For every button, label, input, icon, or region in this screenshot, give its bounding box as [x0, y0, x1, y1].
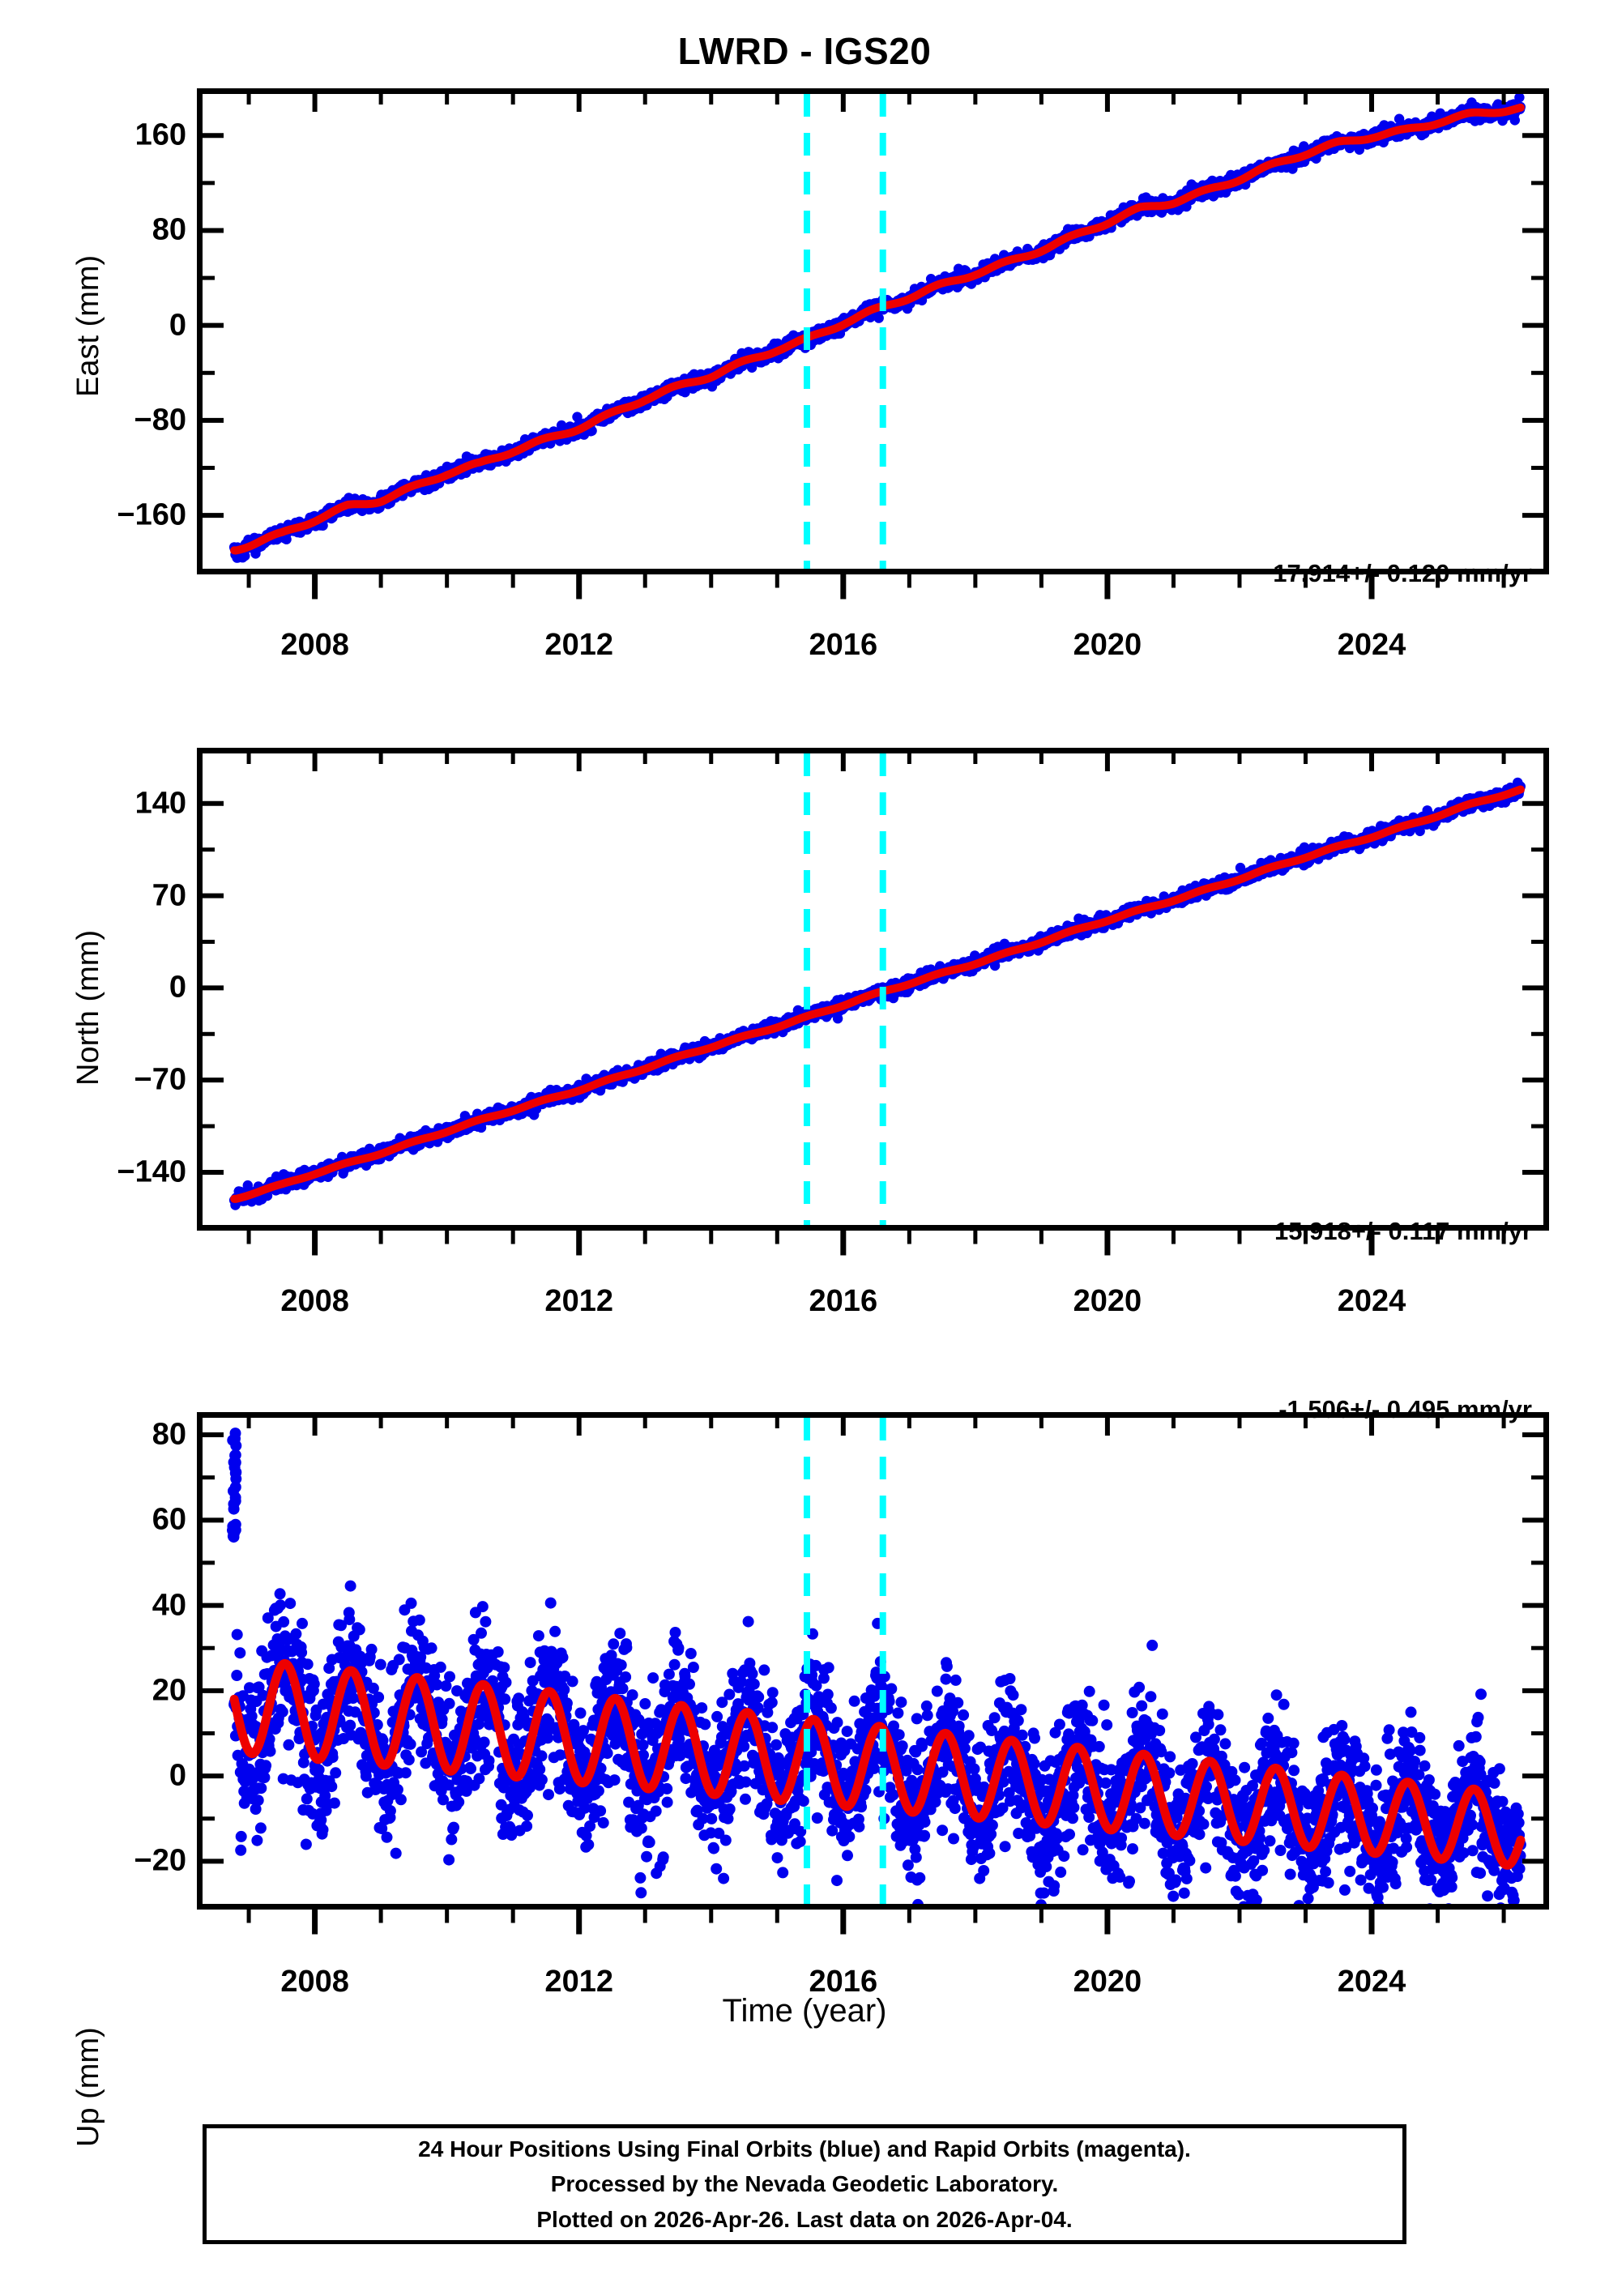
ytick-label-east-0: 160 — [134, 117, 186, 152]
ytick-label-east-2: 0 — [169, 308, 186, 343]
ytick-label-up-4: 0 — [169, 1758, 186, 1793]
caption-line-1: 24 Hour Positions Using Final Orbits (bl… — [418, 2136, 1191, 2162]
ytick-label-east-4: −160 — [117, 497, 186, 532]
xtick-label-up-3: 2020 — [1073, 1965, 1142, 1999]
ytick-label-north-0: 140 — [134, 786, 186, 821]
axis-label-up: Up (mm) — [71, 2027, 105, 2147]
xtick-label-up-1: 2012 — [544, 1965, 613, 1999]
caption-line-3: Plotted on 2026-Apr-26. Last data on 202… — [536, 2206, 1073, 2232]
ytick-label-up-5: −20 — [134, 1843, 186, 1878]
xtick-label-up-2: 2016 — [809, 1965, 878, 1999]
axis-label-time: Time (year) — [722, 1993, 887, 2029]
ytick-label-north-1: 70 — [152, 878, 186, 913]
ytick-label-north-4: −140 — [117, 1154, 186, 1189]
xtick-label-north-1: 2012 — [544, 1284, 613, 1318]
rate-annotation-north: 15.918+/- 0.117 mm/yr — [1274, 1217, 1532, 1245]
xtick-label-east-1: 2012 — [544, 628, 613, 662]
panel-north-plot — [197, 748, 1549, 1256]
rate-annotation-east: 17.914+/- 0.120 mm/yr — [1273, 559, 1532, 587]
ytick-label-north-3: −70 — [134, 1062, 186, 1097]
ytick-label-east-3: −80 — [134, 403, 186, 437]
panel-east-plot — [197, 88, 1549, 600]
panel-east: East (mm) 17.914+/- 0.120 mm/yr 160 80 0 −8… — [0, 0, 1609, 681]
xtick-label-north-4: 2024 — [1337, 1284, 1406, 1318]
xtick-label-north-3: 2020 — [1073, 1284, 1142, 1318]
xtick-label-east-2: 2016 — [809, 628, 878, 662]
figure-title: LWRD - IGS20 — [677, 30, 932, 72]
xtick-label-east-3: 2020 — [1073, 628, 1142, 662]
panel-north: North (mm) 15.918+/- 0.117 mm/yr 140 70 0−… — [0, 681, 1609, 1337]
xtick-label-up-0: 2008 — [280, 1965, 349, 1999]
ytick-label-up-2: 40 — [152, 1588, 186, 1623]
xtick-label-east-4: 2024 — [1337, 628, 1406, 662]
panel-up-plot — [197, 1412, 1549, 1935]
xtick-label-north-0: 2008 — [280, 1284, 349, 1318]
rate-annotation-up: -1.506+/- 0.495 mm/yr — [1278, 1395, 1532, 1423]
panel-up: Up (mm) -1.506+/- 0.495 mm/yr 80 60 40 20 0 −… — [0, 1337, 1609, 2147]
caption-line-2: Processed by the Nevada Geodetic Laborat… — [550, 2171, 1059, 2197]
ytick-label-up-0: 80 — [152, 1417, 186, 1452]
xtick-label-up-4: 2024 — [1337, 1965, 1406, 1999]
xtick-label-east-0: 2008 — [280, 628, 349, 662]
ytick-label-up-1: 60 — [152, 1502, 186, 1537]
ytick-label-north-2: 0 — [169, 970, 186, 1005]
xtick-label-north-2: 2016 — [809, 1284, 878, 1318]
ytick-label-up-3: 20 — [152, 1673, 186, 1708]
figure-caption-box: 24 Hour Positions Using Final Orbits (bl… — [203, 2124, 1406, 2244]
ytick-label-east-1: 80 — [152, 212, 186, 247]
